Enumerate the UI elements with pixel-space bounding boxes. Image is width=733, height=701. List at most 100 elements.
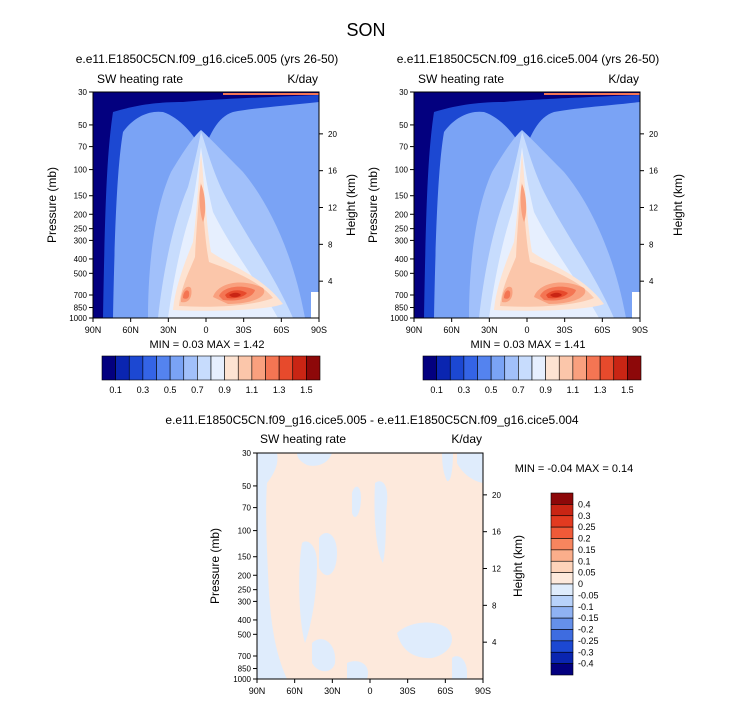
y2-tick-label: 20 (492, 491, 501, 500)
y2-tick-label: 8 (492, 601, 497, 610)
colorbar-swatch (292, 355, 307, 381)
y-tick-label: 1000 (69, 314, 87, 323)
colorbar-label: 0.2 (578, 534, 591, 544)
panel-2: e.e11.E1850C5CN.f09_g16.cice5.004 (yrs 2… (366, 52, 685, 395)
contour-fill-negative (297, 453, 332, 466)
x-tick-label: 60N (286, 686, 303, 696)
colorbar-label: -0.4 (578, 659, 594, 669)
y-tick-label: 150 (238, 553, 252, 562)
colorbar-label: 0.7 (512, 385, 525, 395)
panel-1-title: e.e11.E1850C5CN.f09_g16.cice5.005 (yrs 2… (76, 52, 339, 66)
x-tick-label: 60S (273, 325, 289, 335)
contour-fill-negative (299, 541, 317, 643)
colorbar-swatch (572, 355, 587, 381)
y-tick-label: 30 (78, 88, 87, 97)
colorbar-swatch (449, 355, 465, 381)
colorbar-swatch (550, 549, 574, 562)
colorbar-swatch (550, 595, 574, 608)
contour-fill-top-band (223, 93, 319, 95)
colorbar-label: 1.3 (273, 385, 286, 395)
colorbar-swatch (518, 355, 533, 381)
x-tick-label: 0 (203, 325, 208, 335)
x-tick-label: 60N (122, 325, 139, 335)
colorbar-swatch (183, 355, 198, 381)
colorbar-swatch (210, 355, 225, 381)
panel-3-left-subtitle: SW heating rate (260, 432, 346, 446)
panel-2-colorbar: 0.1 0.3 0.5 0.7 0.9 1.1 1.3 1.5 (422, 355, 642, 395)
panel-2-y-label: Pressure (mb) (366, 167, 380, 243)
x-tick-label: 30N (324, 686, 341, 696)
panel-2-left-subtitle: SW heating rate (418, 72, 504, 86)
colorbar-label: 0.05 (578, 568, 596, 578)
x-tick-label: 60N (443, 325, 460, 335)
y-tick-label: 200 (395, 210, 409, 219)
colorbar-label: 0.7 (191, 385, 204, 395)
x-tick-label: 0 (367, 686, 372, 696)
panel-2-stats: MIN = 0.03 MAX = 1.41 (471, 339, 586, 351)
y-tick-label: 70 (78, 143, 87, 152)
colorbar-swatch (550, 583, 574, 596)
y2-tick-label: 12 (328, 204, 337, 213)
colorbar-label: -0.3 (578, 647, 594, 657)
panel-2-axes: 3050701001502002503004005007008501000481… (390, 88, 658, 335)
x-tick-label: 30S (236, 325, 252, 335)
colorbar-swatch (558, 355, 574, 381)
y-tick-label: 150 (395, 192, 409, 201)
colorbar-label: -0.1 (578, 602, 594, 612)
x-tick-label: 90S (311, 325, 327, 335)
colorbar-label: 0.9 (218, 385, 231, 395)
y-tick-label: 700 (238, 652, 252, 661)
contour-fill-max (550, 292, 562, 298)
y-tick-label: 50 (399, 121, 408, 130)
colorbar-label: 0 (578, 579, 583, 589)
contour-fill-warm-core (181, 184, 265, 304)
y-tick-label: 850 (238, 665, 252, 674)
missing-data-corner (311, 292, 319, 318)
colorbar-swatch (599, 355, 615, 381)
panel-3-colorbar: 0.4 0.30.25 0.20.150.1 0.050-0.05 -0.1-0.15 -… (550, 492, 599, 676)
colorbar-swatch (550, 651, 574, 664)
colorbar-label: 0.3 (578, 511, 591, 521)
colorbar-label: 0.3 (458, 385, 471, 395)
colorbar-swatch (550, 560, 574, 573)
colorbar-swatch (550, 629, 574, 642)
y-tick-label: 500 (238, 630, 252, 639)
y-tick-label: 1000 (390, 314, 408, 323)
y-tick-label: 200 (74, 210, 88, 219)
y2-tick-label: 16 (328, 167, 337, 176)
y-tick-label: 30 (399, 88, 408, 97)
colorbar-label: 1.1 (567, 385, 580, 395)
panel-2-title: e.e11.E1850C5CN.f09_g16.cice5.004 (yrs 2… (397, 52, 660, 66)
y-tick-label: 100 (238, 527, 252, 536)
panel-1-stats: MIN = 0.03 MAX = 1.42 (150, 339, 265, 351)
colorbar-swatch (550, 492, 574, 505)
contour-fill-negative (442, 453, 453, 482)
contour-fill-top-band (544, 93, 640, 95)
colorbar-swatch (306, 355, 321, 381)
colorbar-swatch (550, 515, 574, 528)
y-tick-label: 100 (74, 166, 88, 175)
y-tick-label: 50 (78, 121, 87, 130)
colorbar-label: 1.5 (300, 385, 313, 395)
contour-fill-warm-core (502, 184, 586, 304)
y2-tick-label: 4 (492, 638, 497, 647)
contour-fill-negative (352, 486, 361, 518)
y-tick-label: 100 (395, 166, 409, 175)
y-tick-label: 50 (242, 482, 251, 491)
colorbar-swatch (436, 355, 451, 381)
panel-2-right-subtitle: K/day (608, 72, 639, 86)
y2-tick-label: 16 (492, 528, 501, 537)
y-tick-label: 500 (74, 269, 88, 278)
colorbar-label: 0.5 (164, 385, 177, 395)
colorbar-swatch (550, 640, 574, 653)
panel-1-left-subtitle: SW heating rate (97, 72, 183, 86)
contour-fill-negative (457, 453, 483, 483)
panel-1-axes: 3050701001502002503004005007008501000481… (69, 88, 337, 335)
y-tick-label: 70 (399, 143, 408, 152)
y-tick-label: 700 (74, 291, 88, 300)
y-tick-label: 400 (395, 255, 409, 264)
y-tick-label: 700 (395, 291, 409, 300)
x-tick-label: 30N (481, 325, 498, 335)
colorbar-label: -0.15 (578, 613, 599, 623)
panel-2-y2-label: Height (km) (671, 174, 685, 236)
